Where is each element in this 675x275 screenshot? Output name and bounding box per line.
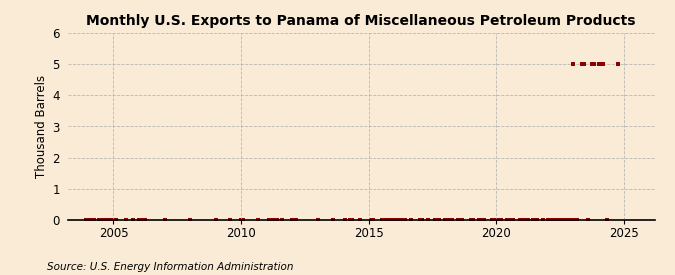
Y-axis label: Thousand Barrels: Thousand Barrels — [35, 75, 48, 178]
Title: Monthly U.S. Exports to Panama of Miscellaneous Petroleum Products: Monthly U.S. Exports to Panama of Miscel… — [86, 14, 636, 28]
Text: Source: U.S. Energy Information Administration: Source: U.S. Energy Information Administ… — [47, 262, 294, 272]
